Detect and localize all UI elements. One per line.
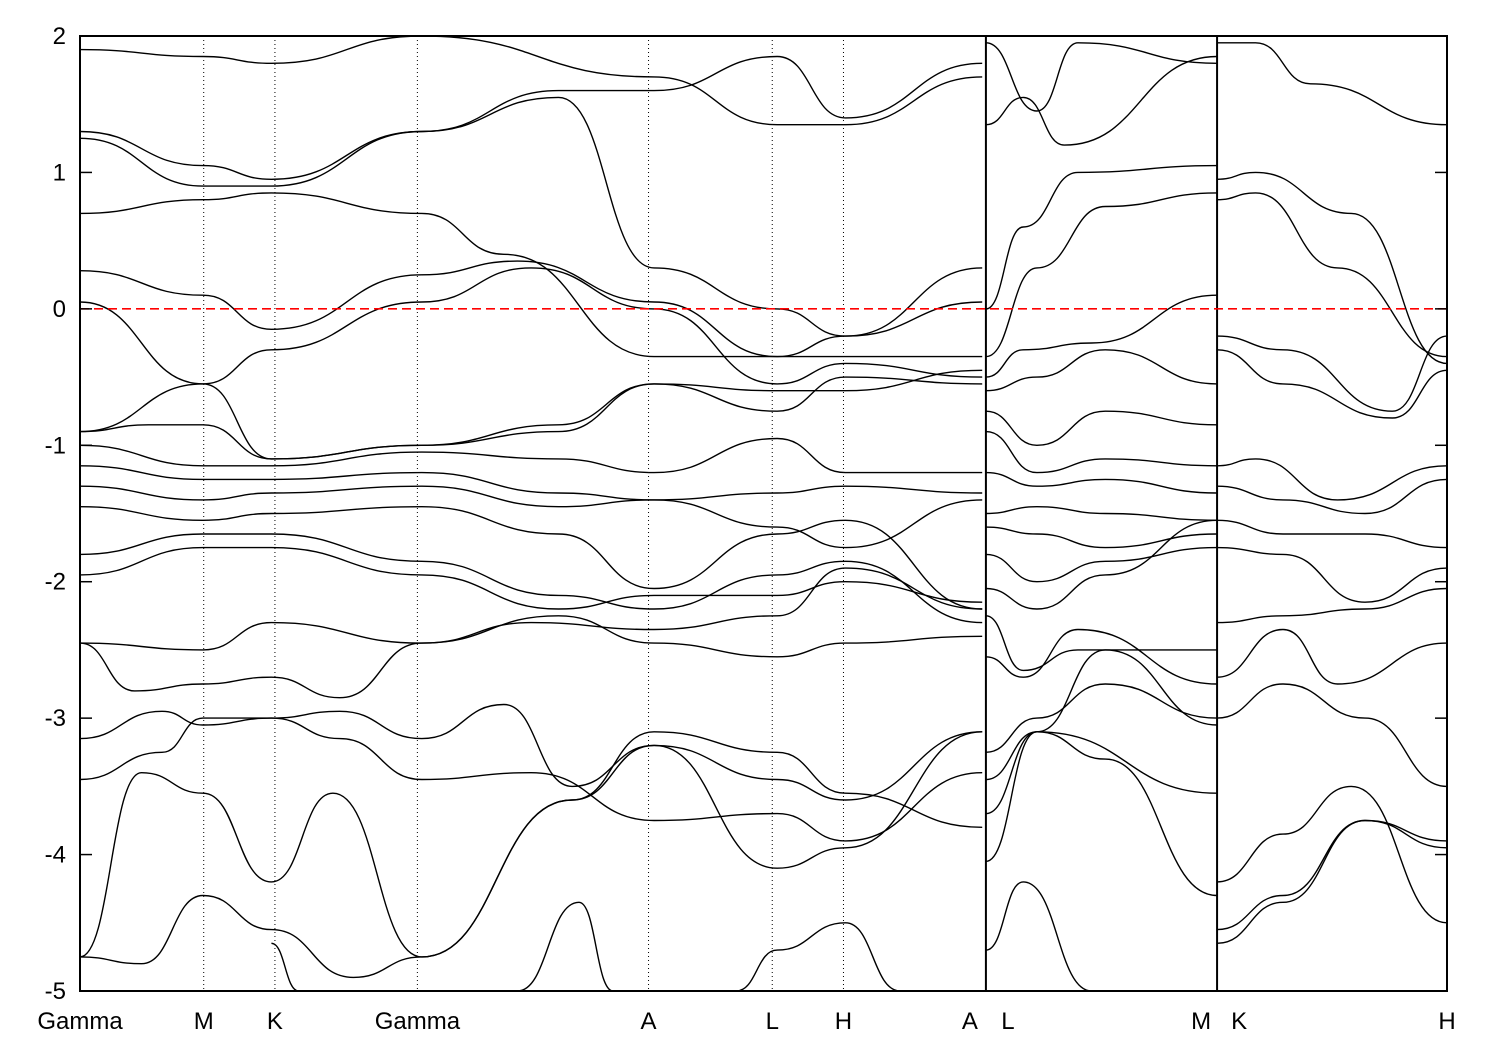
band-line-2 — [80, 55, 983, 187]
band-line-29 — [985, 410, 1218, 447]
band-line-30 — [985, 430, 1218, 474]
band-line-0 — [80, 36, 983, 126]
kpoint-label-2: K — [267, 1008, 283, 1035]
kpoint-label-0: Gamma — [37, 1008, 123, 1035]
band-line-50 — [1217, 519, 1447, 549]
y-tick-label-1: -4 — [45, 842, 66, 869]
band-line-43 — [1217, 42, 1447, 126]
band-line-4 — [80, 260, 983, 358]
kpoint-label-1: M — [194, 1008, 214, 1035]
plot-frame — [79, 35, 1448, 992]
band-line-35 — [985, 519, 1218, 610]
band-line-16 — [80, 703, 983, 801]
band-line-27 — [985, 294, 1218, 378]
y-tick-label-3: -2 — [45, 569, 66, 596]
band-line-32 — [985, 505, 1218, 521]
band-line-25 — [985, 164, 1218, 310]
band-line-48 — [1217, 458, 1447, 501]
kpoint-label-6: H — [835, 1008, 852, 1035]
band-line-21 — [736, 922, 901, 991]
kpoint-label-11: H — [1438, 1008, 1455, 1035]
band-line-52 — [1217, 587, 1447, 624]
band-line-31 — [985, 471, 1218, 494]
band-line-8 — [80, 437, 983, 474]
kpoint-label-4: A — [641, 1008, 657, 1035]
band-line-22 — [271, 942, 299, 991]
band-line-54 — [1217, 683, 1447, 788]
kpoint-label-10: K — [1231, 1008, 1247, 1035]
band-line-36 — [985, 615, 1218, 672]
y-tick-label-0: -5 — [45, 978, 66, 1005]
band-line-42 — [985, 881, 1092, 991]
band-line-13 — [80, 546, 983, 610]
kpoint-lines-layer — [203, 36, 1219, 991]
band-line-51 — [1217, 546, 1447, 603]
y-tick-label-2: -3 — [45, 705, 66, 732]
band-line-41 — [985, 731, 1218, 897]
band-line-12 — [80, 533, 983, 624]
band-line-33 — [985, 526, 1218, 549]
band-line-39 — [985, 649, 1218, 781]
kpoint-label-9: M — [1191, 1008, 1211, 1035]
band-line-57 — [1217, 819, 1447, 944]
band-line-34 — [985, 546, 1218, 583]
band-line-1 — [80, 96, 983, 337]
band-line-44 — [1217, 171, 1447, 365]
band-line-53 — [1217, 628, 1447, 685]
band-line-15 — [80, 567, 983, 699]
y-tick-label-5: 0 — [53, 296, 66, 323]
band-line-7 — [80, 376, 983, 460]
band-line-55 — [1217, 785, 1447, 924]
band-line-38 — [985, 683, 1218, 753]
band-line-47 — [1217, 349, 1447, 419]
band-line-26 — [985, 192, 1218, 358]
y-tick-label-4: -1 — [45, 432, 66, 459]
band-line-14 — [80, 615, 983, 658]
kpoint-label-5: L — [766, 1008, 779, 1035]
band-line-37 — [985, 628, 1218, 685]
y-tick-label-6: 1 — [53, 159, 66, 186]
band-line-17 — [80, 717, 983, 842]
band-line-19 — [80, 731, 983, 979]
band-line-23 — [985, 55, 1218, 146]
kpoint-label-3: Gamma — [375, 1008, 461, 1035]
band-line-49 — [1217, 478, 1447, 515]
band-line-5 — [80, 267, 983, 385]
bands-layer — [80, 36, 1447, 991]
band-line-24 — [985, 42, 1218, 112]
band-line-3 — [80, 192, 983, 358]
y-tick-label-7: 2 — [53, 23, 66, 50]
band-line-45 — [1217, 192, 1447, 358]
band-line-6 — [80, 369, 983, 460]
y-axis: -5 -4 -3 -2 -1 0 1 2 — [45, 23, 1447, 1005]
kpoint-label-7: A — [962, 1008, 978, 1035]
band-line-56 — [1217, 819, 1447, 931]
band-line-9 — [80, 465, 983, 501]
plot-border — [79, 35, 1448, 992]
band-line-20 — [517, 901, 614, 991]
band-line-46 — [1217, 335, 1447, 412]
kpoint-label-8: L — [1001, 1008, 1014, 1035]
x-axis-kpath: Gamma M K Gamma A L H A L M K H — [37, 1008, 1455, 1035]
band-line-28 — [985, 349, 1218, 392]
band-line-10 — [80, 485, 983, 549]
band-line-40 — [985, 731, 1218, 815]
band-line-11 — [80, 505, 983, 610]
